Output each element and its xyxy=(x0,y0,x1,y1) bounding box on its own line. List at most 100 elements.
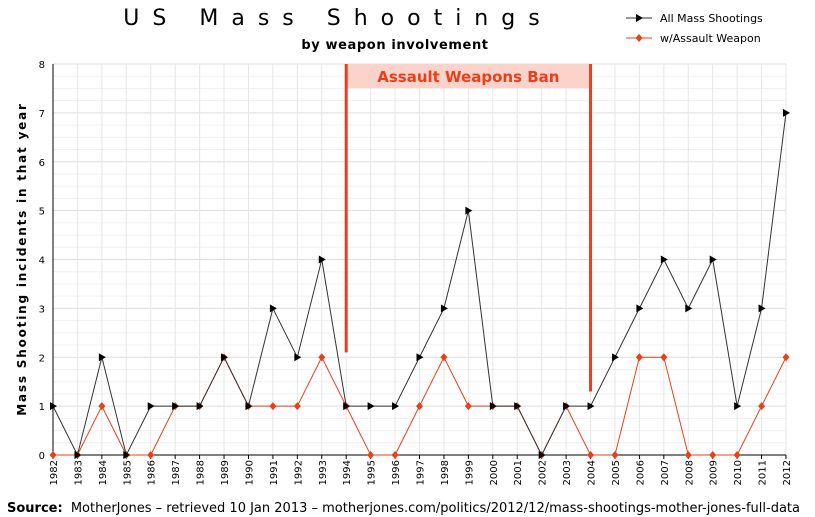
data-point xyxy=(758,304,766,313)
x-tick-label: 2004 xyxy=(587,460,598,485)
legend-swatch-marker xyxy=(635,34,643,42)
x-tick-label: 1998 xyxy=(440,460,451,485)
data-point xyxy=(269,402,277,411)
x-tick-label: 2008 xyxy=(684,460,695,485)
chart-title: US Mass Shootings xyxy=(123,6,552,31)
x-tick-label: 1988 xyxy=(196,460,207,485)
data-point xyxy=(172,402,180,411)
data-point xyxy=(636,304,644,313)
x-tick-label: 1993 xyxy=(318,460,329,485)
data-point xyxy=(783,108,790,117)
data-point xyxy=(50,402,57,411)
data-point xyxy=(294,353,302,362)
data-point xyxy=(733,451,741,459)
data-point xyxy=(538,451,546,459)
data-point xyxy=(440,304,448,313)
x-tick-label: 2003 xyxy=(562,460,573,485)
y-tick-label: 0 xyxy=(39,451,45,462)
data-point xyxy=(660,353,668,362)
data-point xyxy=(416,353,424,362)
legend-item: w/Assault Weapon xyxy=(626,32,761,45)
legend-swatch-marker xyxy=(636,14,643,22)
y-tick-label: 2 xyxy=(39,353,45,364)
x-tick-label: 1987 xyxy=(171,460,182,485)
data-point xyxy=(343,402,351,411)
source-note: Source: MotherJones – retrieved 10 Jan 2… xyxy=(7,501,800,516)
data-point xyxy=(269,304,277,313)
x-tick-label: 2011 xyxy=(758,460,769,485)
data-point xyxy=(611,451,619,459)
data-point xyxy=(734,402,742,411)
ban-annotation: Assault Weapons Ban xyxy=(344,64,593,392)
x-tick-label: 2007 xyxy=(660,460,671,485)
series-all-mass-shootings xyxy=(50,108,790,459)
x-tick-label: 2005 xyxy=(611,460,622,485)
source-text: MotherJones – retrieved 10 Jan 2013 – mo… xyxy=(71,501,800,516)
data-point xyxy=(49,451,57,459)
data-point xyxy=(635,353,643,362)
data-point xyxy=(245,402,253,411)
data-point xyxy=(684,451,692,459)
chart-subtitle: by weapon involvement xyxy=(301,38,488,53)
y-tick-label: 4 xyxy=(39,256,45,267)
source-label: Source: xyxy=(7,501,63,516)
data-point xyxy=(367,402,375,411)
data-point xyxy=(318,353,326,362)
x-tick-label: 1986 xyxy=(147,460,158,485)
x-tick-label: 1991 xyxy=(269,460,280,485)
data-point xyxy=(709,255,717,264)
data-point xyxy=(440,353,448,362)
data-point xyxy=(685,304,693,313)
series-layer xyxy=(49,108,790,459)
legend-item: All Mass Shootings xyxy=(626,12,763,25)
gridlines xyxy=(52,63,787,456)
x-tick-label: 1992 xyxy=(293,460,304,485)
data-point xyxy=(98,353,106,362)
x-tick-label: 1982 xyxy=(49,460,60,485)
data-point xyxy=(563,402,571,411)
x-tick-label: 1994 xyxy=(342,460,353,485)
data-point xyxy=(74,451,82,459)
x-tick-label: 1989 xyxy=(220,460,231,485)
data-point xyxy=(123,451,131,459)
x-tick-label: 1995 xyxy=(367,460,378,485)
x-tick-label: 1985 xyxy=(122,460,133,485)
data-point xyxy=(758,402,766,411)
data-point xyxy=(489,402,497,411)
x-tick-label: 1996 xyxy=(391,460,402,485)
y-tick-label: 7 xyxy=(39,109,45,120)
data-point xyxy=(392,402,400,411)
data-point xyxy=(391,451,399,459)
y-axis-label: Mass Shooting incidents in that year xyxy=(15,102,29,415)
ban-shading xyxy=(346,64,591,88)
legend-label: All Mass Shootings xyxy=(660,12,763,25)
data-point xyxy=(416,402,423,411)
x-tick-label: 1983 xyxy=(73,460,84,485)
data-point xyxy=(514,402,522,411)
data-point xyxy=(465,206,473,215)
data-point xyxy=(221,353,229,362)
data-point xyxy=(464,402,472,411)
x-tick-label: 2012 xyxy=(782,460,793,485)
data-point xyxy=(98,402,106,411)
x-tick-label: 2002 xyxy=(538,460,549,485)
x-tick-label: 1990 xyxy=(244,460,255,485)
legend-label: w/Assault Weapon xyxy=(660,32,761,45)
y-tick-label: 1 xyxy=(39,402,45,413)
y-tick-label: 5 xyxy=(39,207,45,218)
data-point xyxy=(587,451,595,459)
x-tick-label: 2000 xyxy=(489,460,500,485)
y-tick-label: 6 xyxy=(39,158,45,169)
x-tick-label: 1997 xyxy=(416,460,427,485)
y-tick-label: 8 xyxy=(39,60,45,71)
data-point xyxy=(367,451,375,459)
data-point xyxy=(709,451,717,459)
data-point xyxy=(611,353,619,362)
data-point xyxy=(147,451,155,459)
x-tick-label: 2001 xyxy=(513,460,524,485)
data-point xyxy=(318,255,326,264)
x-tick-labels: 1982 1983 1984 1985 1986 1987 1988 1989 1990 1991… xyxy=(49,460,793,485)
data-point xyxy=(293,402,301,411)
x-tick-label: 2009 xyxy=(709,460,720,485)
